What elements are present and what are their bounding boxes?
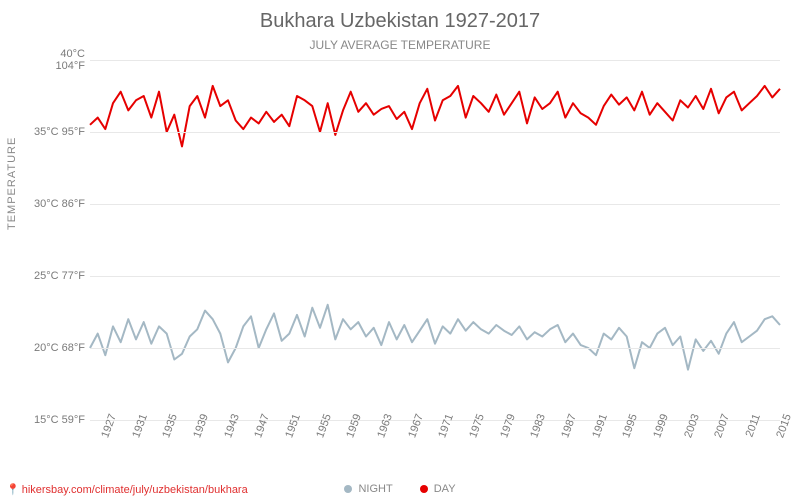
gridline	[90, 60, 780, 61]
y-tick-label: 35°C 95°F	[30, 126, 85, 138]
chart-container: Bukhara Uzbekistan 1927-2017 JULY AVERAG…	[0, 0, 800, 500]
legend-marker-day	[420, 485, 428, 493]
gridline	[90, 420, 780, 421]
pin-icon: 📍	[6, 484, 20, 496]
series-line-night	[90, 305, 780, 370]
y-tick-label: 40°C 104°F	[30, 48, 85, 72]
y-tick-label: 20°C 68°F	[30, 342, 85, 354]
gridline	[90, 348, 780, 349]
attribution: 📍hikersbay.com/climate/july/uzbekistan/b…	[6, 483, 248, 496]
y-tick-f: 86°F	[62, 198, 85, 210]
y-tick-label: 30°C 86°F	[30, 198, 85, 210]
y-tick-label: 15°C 59°F	[30, 414, 85, 426]
plot-area	[90, 60, 780, 420]
legend-marker-night	[344, 485, 352, 493]
legend-item-night: NIGHT	[344, 483, 392, 495]
gridline	[90, 276, 780, 277]
y-tick-f: 95°F	[62, 126, 85, 138]
legend-label-night: NIGHT	[358, 483, 392, 495]
y-tick-label: 25°C 77°F	[30, 270, 85, 282]
y-tick-f: 68°F	[62, 342, 85, 354]
y-tick-c: 25°C	[34, 270, 59, 282]
line-svg	[90, 60, 780, 420]
chart-subtitle: JULY AVERAGE TEMPERATURE	[0, 38, 800, 52]
y-tick-c: 30°C	[34, 198, 59, 210]
y-tick-c: 40°C	[60, 48, 85, 60]
gridline	[90, 204, 780, 205]
legend-label-day: DAY	[434, 483, 456, 495]
chart-title: Bukhara Uzbekistan 1927-2017	[0, 10, 800, 33]
legend-item-day: DAY	[420, 483, 456, 495]
series-line-day	[90, 86, 780, 146]
y-axis-label: TEMPERATURE	[6, 137, 18, 230]
attribution-url: hikersbay.com/climate/july/uzbekistan/bu…	[22, 484, 248, 496]
y-tick-f: 59°F	[62, 414, 85, 426]
y-tick-c: 35°C	[34, 126, 59, 138]
y-tick-c: 15°C	[34, 414, 59, 426]
y-tick-f: 77°F	[62, 270, 85, 282]
y-tick-f: 104°F	[56, 60, 85, 72]
gridline	[90, 132, 780, 133]
y-tick-c: 20°C	[34, 342, 59, 354]
